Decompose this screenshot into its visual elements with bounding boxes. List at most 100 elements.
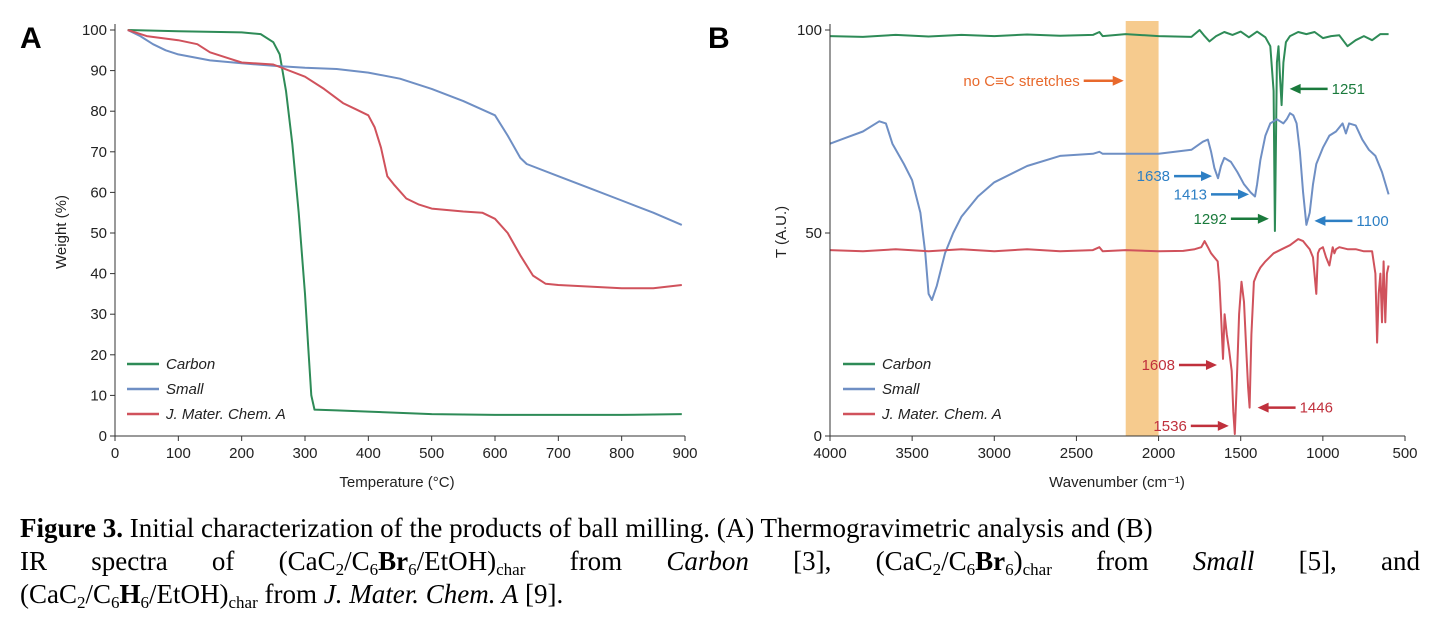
figure-caption: Figure 3. Initial characterization of th… xyxy=(20,512,1420,611)
series-line-small xyxy=(829,112,1390,301)
series-line-small xyxy=(127,29,683,226)
peak-1638-arrow-head xyxy=(1201,171,1213,182)
y-tick-label: 80 xyxy=(90,103,107,120)
y-tick-label: 0 xyxy=(814,428,822,445)
caption-subscript: 6 xyxy=(1005,560,1014,579)
caption-line-1: Figure 3. Initial characterization of th… xyxy=(20,512,1420,545)
peak-1100-arrow-head xyxy=(1314,215,1326,226)
x-tick-label: 2000 xyxy=(1142,445,1175,462)
peak-1608-arrow-head xyxy=(1205,359,1217,370)
y-tick-label: 50 xyxy=(90,225,107,242)
caption-italic: Carbon xyxy=(666,546,749,576)
panel-a: A 0 100 200 300 400 500 600 700 800 900 0 10 20 30 40 5… xyxy=(20,22,698,491)
y-tick-label: 100 xyxy=(797,22,822,39)
panel-b-label: B xyxy=(708,22,730,55)
caption-italic: Small xyxy=(1192,546,1255,576)
peak-label-1608: 1608 xyxy=(1142,357,1175,374)
x-tick-label: 700 xyxy=(546,445,571,462)
y-tick-label: 100 xyxy=(82,22,107,39)
caption-text: (CaC xyxy=(20,579,77,609)
caption-subscript: 2 xyxy=(335,560,345,579)
caption-text: [9]. xyxy=(518,579,564,609)
panel-b: B 4000 3500 3000 2500 2000 1500 1000 500050100 … xyxy=(708,21,1418,491)
caption-text: IR spectra of (CaC xyxy=(20,546,336,576)
caption-bold: H xyxy=(119,579,141,609)
x-tick-label: 600 xyxy=(482,445,507,462)
panel-b-legend: Carbon Small J. Mater. Chem. A xyxy=(843,356,1002,423)
y-tick-label: 50 xyxy=(805,225,822,242)
caption-subscript: char xyxy=(1022,560,1052,579)
band-annotation-label: no C≡C stretches xyxy=(963,73,1079,90)
caption-subscript: 6 xyxy=(140,593,150,612)
y-tick-label: 40 xyxy=(90,266,107,283)
x-tick-label: 1500 xyxy=(1224,445,1257,462)
series-line-jmca xyxy=(127,29,682,290)
caption-text: [5], and xyxy=(1254,546,1421,576)
peak-label-1100: 1100 xyxy=(1356,213,1388,230)
peak-label-1292: 1292 xyxy=(1194,211,1227,228)
x-tick-label: 3000 xyxy=(978,445,1011,462)
panel-a-legend: Carbon Small J. Mater. Chem. A xyxy=(127,356,286,423)
x-tick-label: 3500 xyxy=(895,445,928,462)
y-tick-label: 70 xyxy=(90,144,107,161)
x-tick-label: 500 xyxy=(1392,445,1417,462)
peak-label-1638: 1638 xyxy=(1137,168,1170,185)
x-tick-label: 1000 xyxy=(1306,445,1339,462)
panel-b-plot-area xyxy=(829,29,1390,435)
x-tick-label: 500 xyxy=(419,445,444,462)
panel-a-axes: 0 100 200 300 400 500 600 700 800 900 0 10 20 30 40 50 6… xyxy=(82,22,698,462)
peak-1413-arrow-head xyxy=(1238,189,1250,200)
panel-a-y-axis-label: Weight (%) xyxy=(53,195,70,269)
y-tick-label: 60 xyxy=(90,184,107,201)
caption-text: ) xyxy=(1013,546,1023,576)
caption-italic: J. Mater. Chem. A xyxy=(323,579,519,609)
legend-label-jmca: J. Mater. Chem. A xyxy=(165,406,286,423)
panel-a-x-axis-label: Temperature (°C) xyxy=(339,474,454,491)
peak-1251-arrow-head xyxy=(1289,83,1301,94)
y-tick-label: 30 xyxy=(90,306,107,323)
figure: A 0 100 200 300 400 500 600 700 800 9000102030405… xyxy=(20,21,1418,491)
x-tick-label: 100 xyxy=(166,445,191,462)
band-annotation-arrow-head xyxy=(1112,75,1124,86)
caption-text: /C xyxy=(344,546,370,576)
caption-text: from xyxy=(1051,546,1193,576)
y-tick-label: 0 xyxy=(99,428,107,445)
legend-label-carbon: Carbon xyxy=(882,356,931,373)
caption-line-3: (CaC2/C6H6/EtOH)char from J. Mater. Chem… xyxy=(20,578,1420,611)
x-tick-label: 4000 xyxy=(813,445,846,462)
caption-text: from xyxy=(525,546,667,576)
caption-text: /EtOH) xyxy=(149,579,229,609)
highlight-band xyxy=(1125,21,1159,436)
x-tick-label: 800 xyxy=(609,445,634,462)
series-line-jmca xyxy=(829,238,1390,435)
panel-a-plot-area xyxy=(127,29,683,416)
peak-label-1251: 1251 xyxy=(1332,81,1365,98)
series-line-carbon xyxy=(127,29,682,416)
peak-label-1536: 1536 xyxy=(1153,418,1186,435)
caption-subscript: 2 xyxy=(77,593,86,612)
legend-label-jmca: J. Mater. Chem. A xyxy=(881,406,1002,423)
x-tick-label: 300 xyxy=(292,445,317,462)
legend-label-carbon: Carbon xyxy=(166,356,215,373)
peak-1292-arrow-head xyxy=(1257,213,1269,224)
caption-subscript: 6 xyxy=(111,593,120,612)
caption-subscript: 2 xyxy=(932,560,942,579)
panel-b-axes: 4000 3500 3000 2500 2000 1500 1000 500 0 50 100 xyxy=(797,22,1418,462)
caption-bold: Br xyxy=(378,546,409,576)
caption-subscript: 6 xyxy=(966,560,976,579)
x-tick-label: 2500 xyxy=(1060,445,1093,462)
caption-subscript: char xyxy=(496,560,526,579)
panel-b-x-axis-label: Wavenumber (cm⁻¹) xyxy=(1049,474,1185,491)
caption-text: [3], (CaC xyxy=(748,546,933,576)
caption-text: /C xyxy=(85,579,112,609)
caption-text: Initial characterization of the products… xyxy=(123,513,1153,543)
caption-text: from xyxy=(257,579,324,609)
peak-label-1446: 1446 xyxy=(1300,400,1333,417)
caption-text: /EtOH) xyxy=(416,546,497,576)
peak-1446-arrow-head xyxy=(1257,402,1269,413)
caption-figure-label: Figure 3. xyxy=(20,513,123,543)
x-tick-label: 0 xyxy=(111,445,119,462)
caption-line-2: IR spectra of (CaC2/C6Br6/EtOH)char from… xyxy=(20,545,1420,578)
peak-label-1413: 1413 xyxy=(1174,186,1207,203)
